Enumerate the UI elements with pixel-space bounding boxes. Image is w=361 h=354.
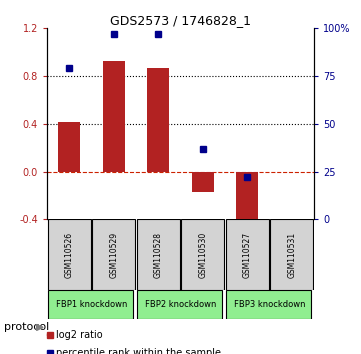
Title: GDS2573 / 1746828_1: GDS2573 / 1746828_1 (110, 14, 251, 27)
Text: FBP1 knockdown: FBP1 knockdown (56, 300, 127, 309)
Bar (192, 172, 214, 192)
Text: GSM110530: GSM110530 (198, 232, 207, 278)
Text: FBP3 knockdown: FBP3 knockdown (234, 300, 305, 309)
Bar (103, 61, 125, 172)
Bar (58, 121, 80, 172)
Bar (137, 219, 180, 290)
Text: GSM110527: GSM110527 (243, 232, 252, 278)
Bar (47, 334, 49, 335)
Bar (226, 219, 269, 290)
Bar (226, 290, 312, 319)
Bar (92, 219, 135, 290)
Bar (181, 219, 224, 290)
Text: GSM110528: GSM110528 (154, 232, 163, 278)
Text: GSM110529: GSM110529 (109, 232, 118, 278)
Text: log2 ratio: log2 ratio (56, 330, 103, 339)
Text: GSM110526: GSM110526 (65, 232, 74, 278)
Bar (270, 219, 313, 290)
Text: FBP2 knockdown: FBP2 knockdown (145, 300, 216, 309)
Bar (137, 290, 222, 319)
Text: GSM110531: GSM110531 (287, 232, 296, 278)
Bar (236, 172, 258, 225)
Text: percentile rank within the sample: percentile rank within the sample (56, 348, 221, 354)
Bar (48, 290, 133, 319)
Text: protocol: protocol (4, 322, 49, 332)
Bar (147, 68, 169, 172)
Bar (48, 219, 91, 290)
